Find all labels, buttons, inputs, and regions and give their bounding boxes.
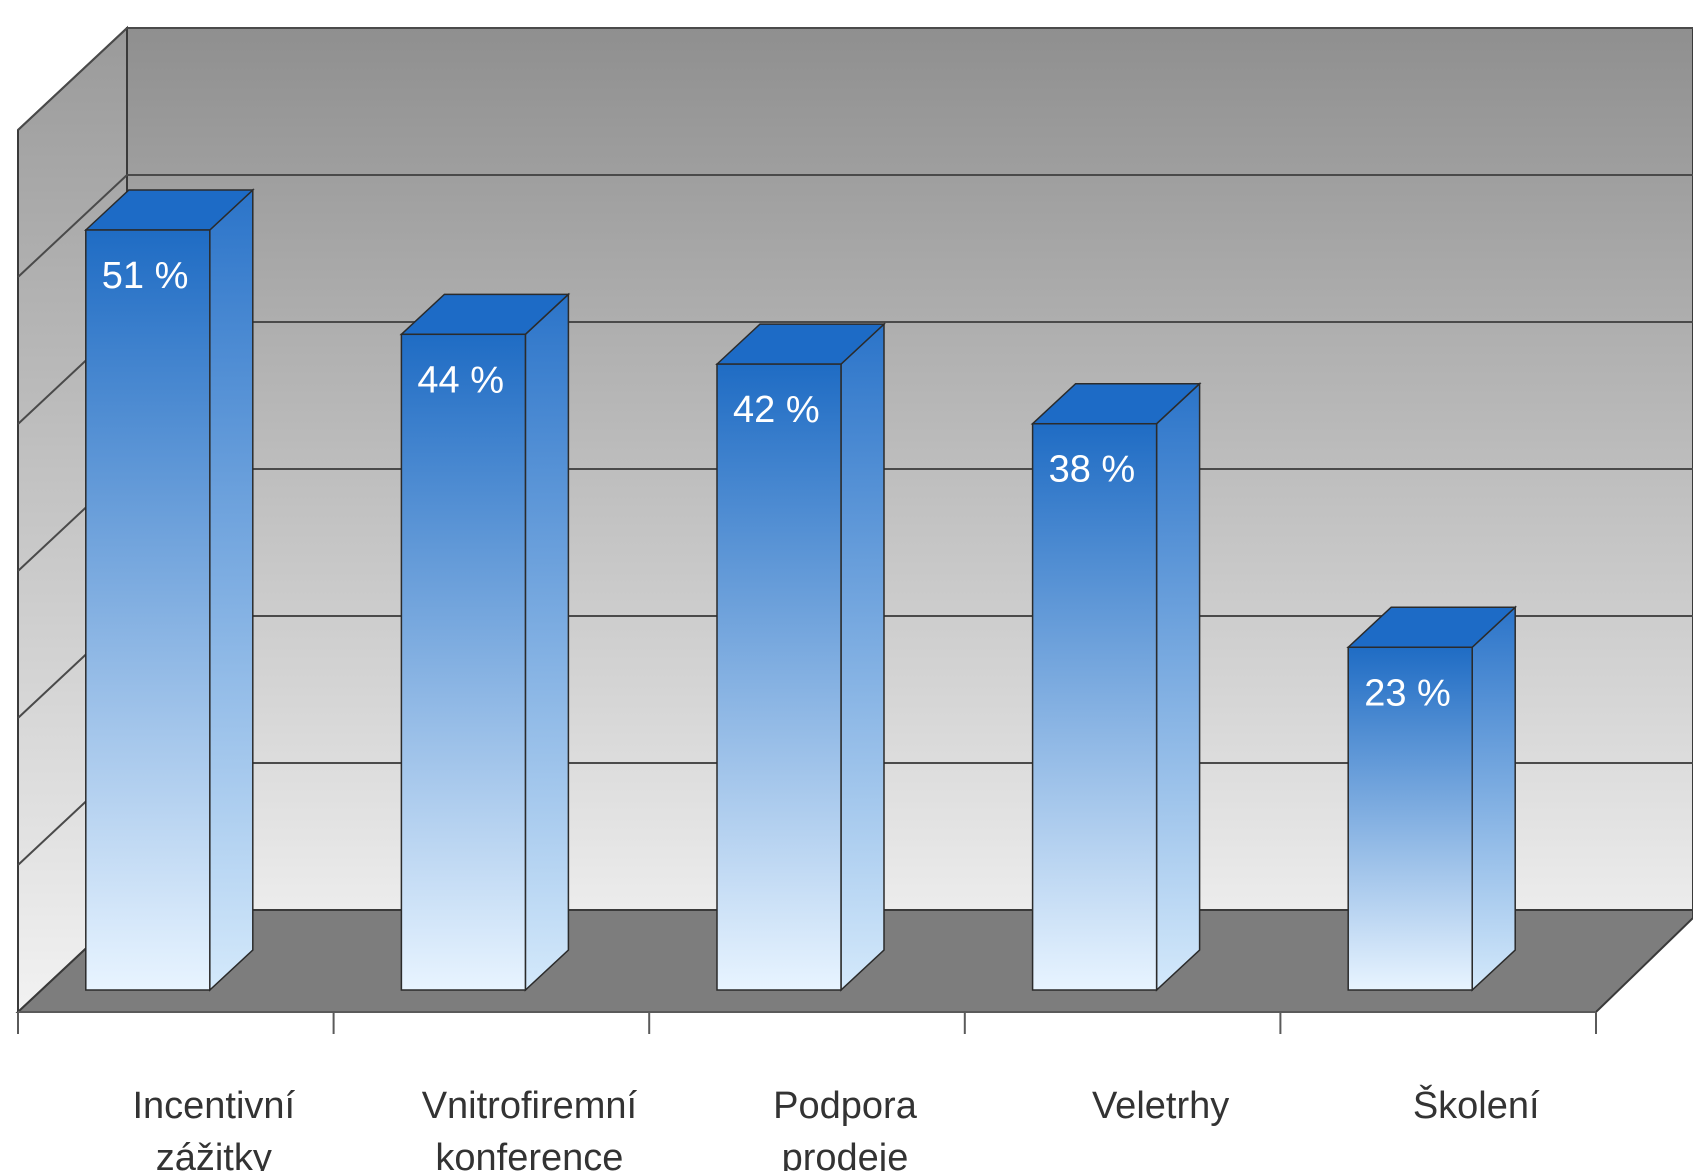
data-label: 23 % [1364, 672, 1451, 714]
category-label: Veletrhy [1092, 1085, 1229, 1127]
category-label: konference [435, 1137, 623, 1171]
bar: 23 % [1346, 605, 1518, 992]
data-label: 38 % [1049, 449, 1136, 491]
category-label: Školení [1413, 1083, 1540, 1127]
bar-front [716, 363, 842, 991]
bar-side [1155, 382, 1201, 992]
bar: 42 % [715, 322, 886, 992]
bar-side [1471, 605, 1516, 992]
category-label: Vnitrofiremní [422, 1085, 638, 1127]
bar-front [400, 333, 527, 991]
category-label: Podpora [773, 1085, 918, 1127]
bar-side [840, 322, 885, 992]
data-label: 51 % [102, 255, 189, 297]
bar-front [1347, 646, 1473, 991]
bar-front [1031, 422, 1158, 991]
category-label: Incentivní [132, 1085, 295, 1127]
bar: 51 % [83, 188, 255, 992]
bar-side [524, 292, 570, 992]
gridline [17, 27, 1693, 131]
category-label: zážitky [156, 1137, 272, 1171]
gridline [17, 174, 1693, 278]
data-label: 42 % [733, 389, 820, 431]
bar: 44 % [399, 292, 571, 992]
bar: 38 % [1030, 382, 1202, 992]
bar-side [209, 188, 254, 992]
category-label: prodeje [782, 1137, 909, 1171]
data-label: 44 % [417, 359, 504, 401]
bar-front [85, 229, 211, 991]
